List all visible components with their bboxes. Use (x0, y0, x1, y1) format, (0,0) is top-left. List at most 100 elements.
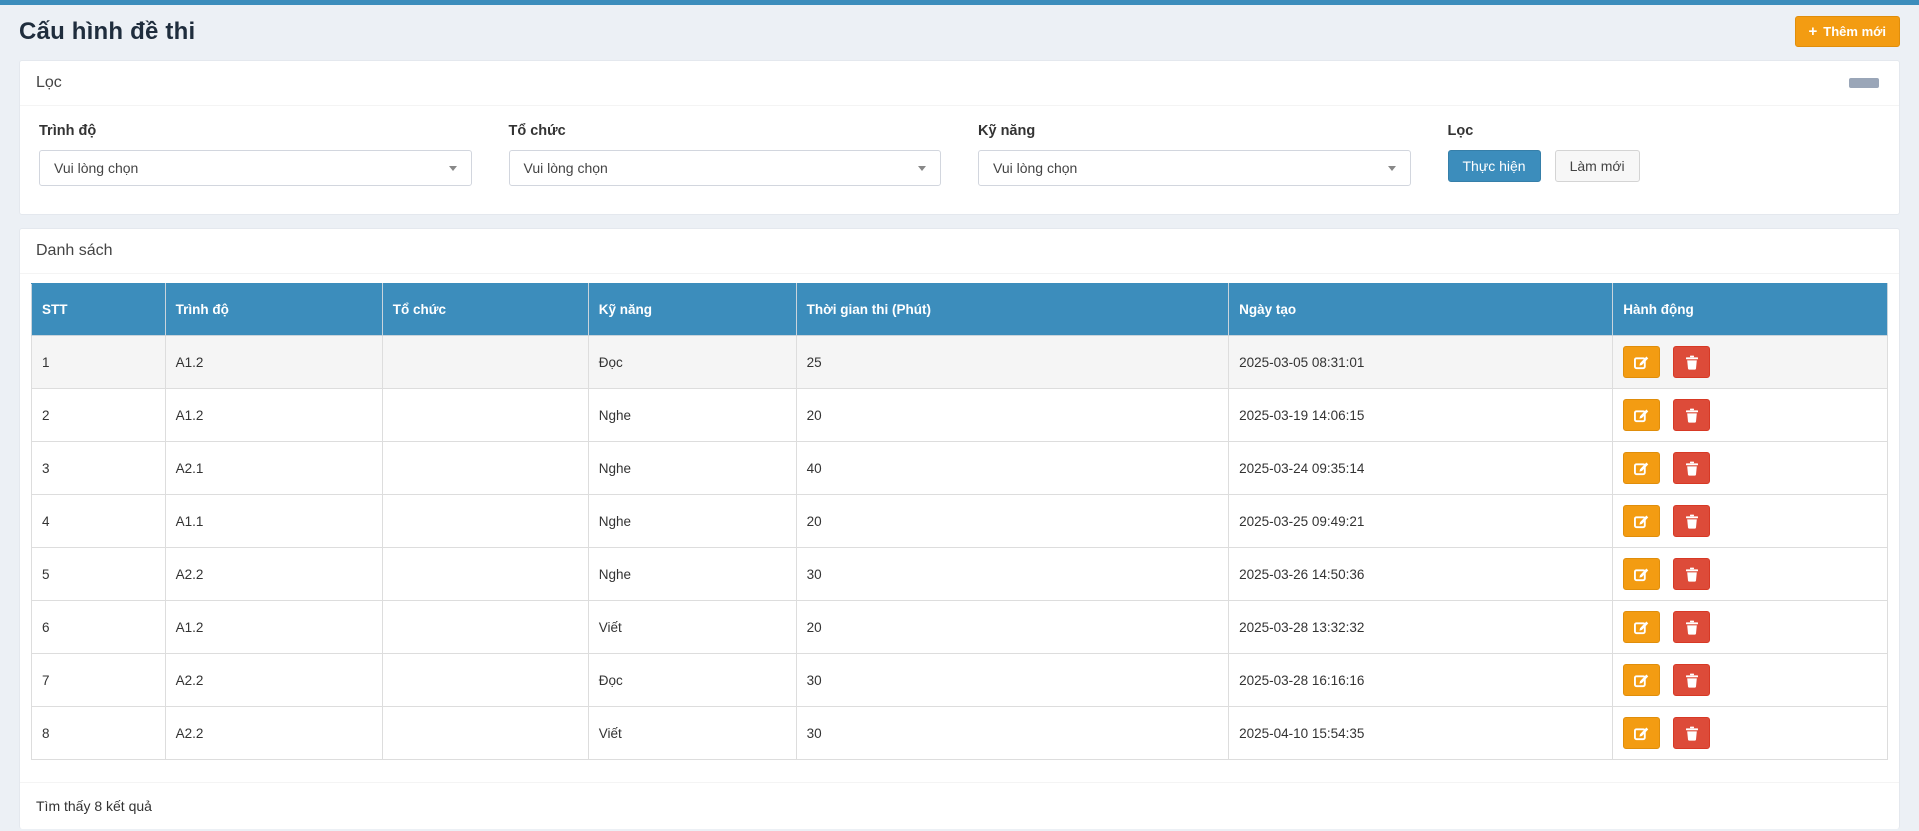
edit-icon (1634, 409, 1649, 422)
cell-ngay-tao: 2025-03-19 14:06:15 (1228, 388, 1614, 442)
table-row: 4 A1.1 Nghe 20 2025-03-25 09:49:21 (31, 494, 1888, 548)
cell-trinh-do: A2.2 (164, 706, 383, 760)
cell-thoi-gian: 30 (795, 706, 1230, 760)
to-chuc-select[interactable]: Vui lòng chọn (508, 150, 941, 186)
ky-nang-label: Kỹ năng (978, 123, 1036, 139)
trash-icon (1685, 514, 1698, 529)
cell-ngay-tao: 2025-03-25 09:49:21 (1228, 494, 1614, 548)
cell-ky-nang: Đọc (587, 335, 797, 389)
submit-filter-button[interactable]: Thực hiện (1447, 150, 1541, 182)
cell-actions (1612, 706, 1888, 760)
delete-button[interactable] (1673, 505, 1711, 537)
delete-button[interactable] (1673, 346, 1711, 378)
delete-button[interactable] (1673, 452, 1711, 484)
col-header-hanh-dong: Hành động (1612, 283, 1888, 336)
cell-stt: 5 (31, 547, 166, 601)
cell-thoi-gian: 25 (795, 335, 1230, 389)
cell-trinh-do: A2.2 (164, 547, 383, 601)
cell-to-chuc (381, 441, 589, 495)
list-panel-header: Danh sách (20, 229, 1899, 274)
cell-stt: 3 (31, 441, 166, 495)
table-row: 7 A2.2 Đọc 30 2025-03-28 16:16:16 (31, 653, 1888, 707)
filter-form: Trình độ Vui lòng chọn Tổ chức Vui lòng … (20, 106, 1899, 214)
cell-to-chuc (381, 600, 589, 654)
cell-ky-nang: Viết (587, 600, 797, 654)
col-header-stt: STT (31, 283, 166, 336)
cell-actions (1612, 547, 1888, 601)
list-panel-title: Danh sách (36, 242, 113, 259)
filter-actions-group: Lọc Thực hiện Làm mới (1447, 123, 1881, 186)
add-new-label: Thêm mới (1823, 24, 1886, 39)
top-accent-bar (0, 0, 1919, 5)
filter-panel: Lọc Trình độ Vui lòng chọn Tổ chức Vui l… (19, 60, 1900, 215)
cell-ngay-tao: 2025-03-28 13:32:32 (1228, 600, 1614, 654)
edit-button[interactable] (1623, 558, 1661, 590)
cell-thoi-gian: 30 (795, 547, 1230, 601)
edit-button[interactable] (1623, 611, 1661, 643)
minus-icon (1849, 78, 1879, 88)
col-header-to-chuc: Tổ chức (381, 283, 589, 336)
cell-thoi-gian: 40 (795, 441, 1230, 495)
cell-ky-nang: Nghe (587, 388, 797, 442)
chevron-down-icon (918, 165, 926, 171)
delete-button[interactable] (1673, 664, 1711, 696)
collapse-button[interactable] (1845, 74, 1883, 92)
trash-icon (1685, 408, 1698, 423)
delete-button[interactable] (1673, 558, 1711, 590)
edit-icon (1634, 727, 1649, 740)
trash-icon (1685, 461, 1698, 476)
edit-icon (1634, 356, 1649, 369)
cell-trinh-do: A2.1 (164, 441, 383, 495)
delete-button[interactable] (1673, 717, 1711, 749)
to-chuc-label: Tổ chức (508, 123, 566, 139)
table-row: 2 A1.2 Nghe 20 2025-03-19 14:06:15 (31, 388, 1888, 442)
cell-ngay-tao: 2025-03-05 08:31:01 (1228, 335, 1614, 389)
edit-button[interactable] (1623, 346, 1661, 378)
cell-thoi-gian: 20 (795, 494, 1230, 548)
plus-icon: + (1808, 22, 1818, 40)
trash-icon (1685, 567, 1698, 582)
edit-button[interactable] (1623, 399, 1661, 431)
cell-thoi-gian: 30 (795, 653, 1230, 707)
edit-button[interactable] (1623, 717, 1661, 749)
chevron-down-icon (1387, 165, 1396, 171)
cell-ngay-tao: 2025-03-28 16:16:16 (1228, 653, 1614, 707)
list-panel: Danh sách STT Trình độ Tổ chức Kỹ năng T… (19, 228, 1900, 829)
delete-button[interactable] (1673, 399, 1711, 431)
table-container: STT Trình độ Tổ chức Kỹ năng Thời gian t… (20, 274, 1899, 760)
edit-button[interactable] (1623, 452, 1661, 484)
cell-trinh-do: A1.1 (164, 494, 383, 548)
cell-actions (1612, 600, 1888, 654)
cell-actions (1612, 494, 1888, 548)
cell-ky-nang: Nghe (587, 547, 797, 601)
content-header: Cấu hình đề thi + Thêm mới (0, 5, 1919, 60)
trash-icon (1685, 355, 1698, 370)
edit-button[interactable] (1623, 505, 1661, 537)
trinh-do-select-value: Vui lòng chọn (54, 160, 139, 176)
cell-actions (1612, 335, 1888, 389)
cell-ngay-tao: 2025-03-24 09:35:14 (1228, 441, 1614, 495)
reset-filter-button[interactable]: Làm mới (1554, 150, 1640, 182)
col-header-thoi-gian: Thời gian thi (Phút) (795, 283, 1230, 336)
cell-thoi-gian: 20 (795, 388, 1230, 442)
cell-stt: 1 (31, 335, 166, 389)
cell-to-chuc (381, 335, 589, 389)
cell-ky-nang: Đọc (587, 653, 797, 707)
cell-ngay-tao: 2025-04-10 15:54:35 (1228, 706, 1614, 760)
table-header-row: STT Trình độ Tổ chức Kỹ năng Thời gian t… (31, 283, 1888, 336)
delete-button[interactable] (1673, 611, 1711, 643)
trinh-do-select[interactable]: Vui lòng chọn (39, 150, 472, 186)
table-row: 3 A2.1 Nghe 40 2025-03-24 09:35:14 (31, 441, 1888, 495)
table-row: 8 A2.2 Viết 30 2025-04-10 15:54:35 (31, 706, 1888, 760)
table-row: 1 A1.2 Đọc 25 2025-03-05 08:31:01 (31, 335, 1888, 389)
filter-field-ky-nang: Kỹ năng Vui lòng chọn (978, 123, 1411, 186)
ky-nang-select[interactable]: Vui lòng chọn (978, 150, 1411, 186)
add-new-button[interactable]: + Thêm mới (1794, 16, 1900, 47)
cell-stt: 6 (31, 600, 166, 654)
edit-icon (1634, 462, 1649, 475)
cell-actions (1612, 441, 1888, 495)
filter-panel-header: Lọc (20, 61, 1899, 106)
table-row: 6 A1.2 Viết 20 2025-03-28 13:32:32 (31, 600, 1888, 654)
to-chuc-select-value: Vui lòng chọn (523, 160, 608, 176)
edit-button[interactable] (1623, 664, 1661, 696)
